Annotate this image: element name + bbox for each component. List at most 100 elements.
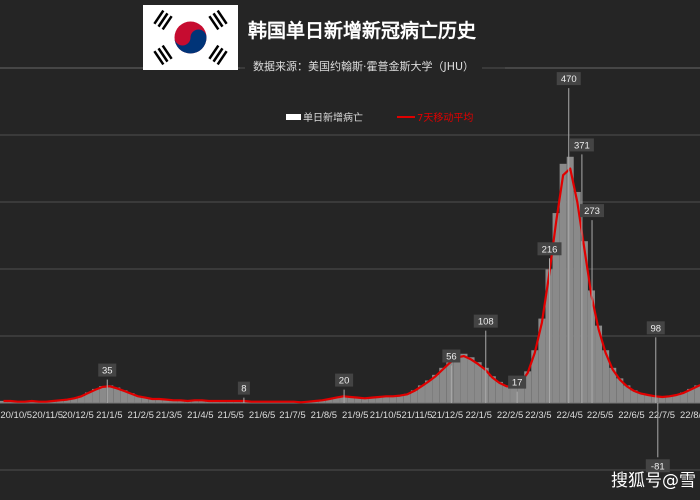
annotation-label: -81 (651, 461, 665, 472)
x-tick-label: 21/12/5 (431, 410, 463, 421)
bar (113, 387, 121, 403)
bar (538, 318, 546, 403)
bar (410, 390, 418, 403)
bar (446, 360, 454, 403)
bar (630, 390, 638, 403)
bar (488, 376, 496, 403)
bar (85, 392, 93, 403)
annotation-label: 35 (102, 366, 113, 377)
bar (170, 400, 178, 403)
bar (502, 385, 510, 403)
chart-subtitle: 数据来源：美国约翰斯·霍普金斯大学（JHU） (245, 58, 483, 74)
bar (587, 290, 595, 403)
bar (389, 395, 397, 403)
annotation-box (442, 349, 461, 363)
bar (191, 400, 199, 403)
bar (694, 385, 700, 403)
x-tick-label: 21/9/5 (342, 410, 368, 421)
annotation-box (580, 204, 605, 218)
bar (602, 350, 610, 403)
annotation-box (569, 138, 594, 152)
x-tick-label: 20/11/5 (32, 410, 63, 421)
bar (361, 398, 369, 403)
annotation-label: 20 (339, 376, 350, 387)
bar (566, 156, 574, 403)
bar (162, 399, 170, 403)
bar (623, 385, 631, 403)
bar (474, 362, 482, 403)
bar (332, 397, 340, 403)
bar (439, 367, 447, 403)
annotation-box (508, 375, 527, 389)
x-tick-label: 21/2/5 (127, 410, 153, 421)
bar (517, 381, 525, 403)
annotation-box (646, 321, 665, 335)
x-tick-label: 21/1/5 (96, 410, 122, 421)
bar (616, 378, 624, 403)
bar (325, 398, 333, 403)
average-line (3, 167, 700, 404)
annotation-box (473, 314, 498, 328)
bar (63, 399, 71, 403)
bar (106, 385, 114, 403)
bar (340, 395, 348, 403)
annotation-box (98, 363, 117, 377)
legend-swatch-average (397, 115, 415, 118)
x-tick-label: 22/1/5 (465, 410, 491, 421)
legend-label-average: 7天移动平均 (417, 113, 474, 124)
annotation-box (237, 381, 250, 395)
bar (651, 395, 659, 403)
annotation-box (537, 242, 562, 256)
legend-swatch-daily (286, 113, 301, 120)
bar (99, 386, 107, 403)
bar (595, 325, 603, 403)
annotation-label: 273 (584, 206, 600, 217)
bar (120, 390, 128, 403)
x-tick-label: 22/7/5 (649, 410, 675, 421)
south-korea-flag-icon (143, 5, 238, 70)
x-tick-label: 21/7/5 (279, 410, 305, 421)
annotation-label: 216 (542, 244, 558, 255)
legend-item-daily: 单日新增病亡 (286, 109, 363, 124)
x-tick-label: 22/8/5 (680, 410, 700, 421)
legend-label-daily: 单日新增病亡 (303, 113, 363, 124)
x-tick-label: 21/4/5 (187, 410, 213, 421)
bar (155, 398, 163, 403)
bar (467, 357, 475, 403)
bar (375, 396, 383, 403)
bar (318, 400, 326, 403)
annotation-label: 371 (574, 140, 590, 151)
bar (368, 397, 376, 403)
x-tick-label: 21/8/5 (311, 410, 337, 421)
x-tick-label: 22/4/5 (557, 410, 583, 421)
watermark: 搜狐号@雪 (611, 471, 696, 491)
bar (559, 163, 567, 403)
x-tick-label: 21/6/5 (249, 410, 275, 421)
x-tick-label: 21/5/5 (218, 410, 244, 421)
bar (573, 191, 581, 403)
x-tick-label: 21/10/5 (370, 410, 402, 421)
bar (127, 393, 135, 403)
bar (658, 396, 666, 403)
bar (70, 398, 78, 403)
bar (382, 395, 390, 403)
bar (141, 397, 149, 403)
bar (644, 394, 652, 403)
chart-title: 韩国单日新增新冠病亡历史 (248, 20, 477, 42)
bar (417, 385, 425, 403)
bar (432, 374, 440, 403)
annotation-box (645, 459, 670, 473)
bar (545, 269, 553, 403)
x-tick-label: 22/3/5 (525, 410, 551, 421)
bar (460, 353, 468, 403)
annotation-label: 108 (478, 317, 494, 328)
annotation-label: 8 (241, 384, 246, 395)
bar (134, 395, 142, 403)
bar (510, 386, 518, 403)
bar (425, 380, 433, 403)
bar (148, 398, 156, 403)
bar (609, 367, 617, 403)
bar (665, 395, 673, 403)
bar (524, 371, 532, 403)
